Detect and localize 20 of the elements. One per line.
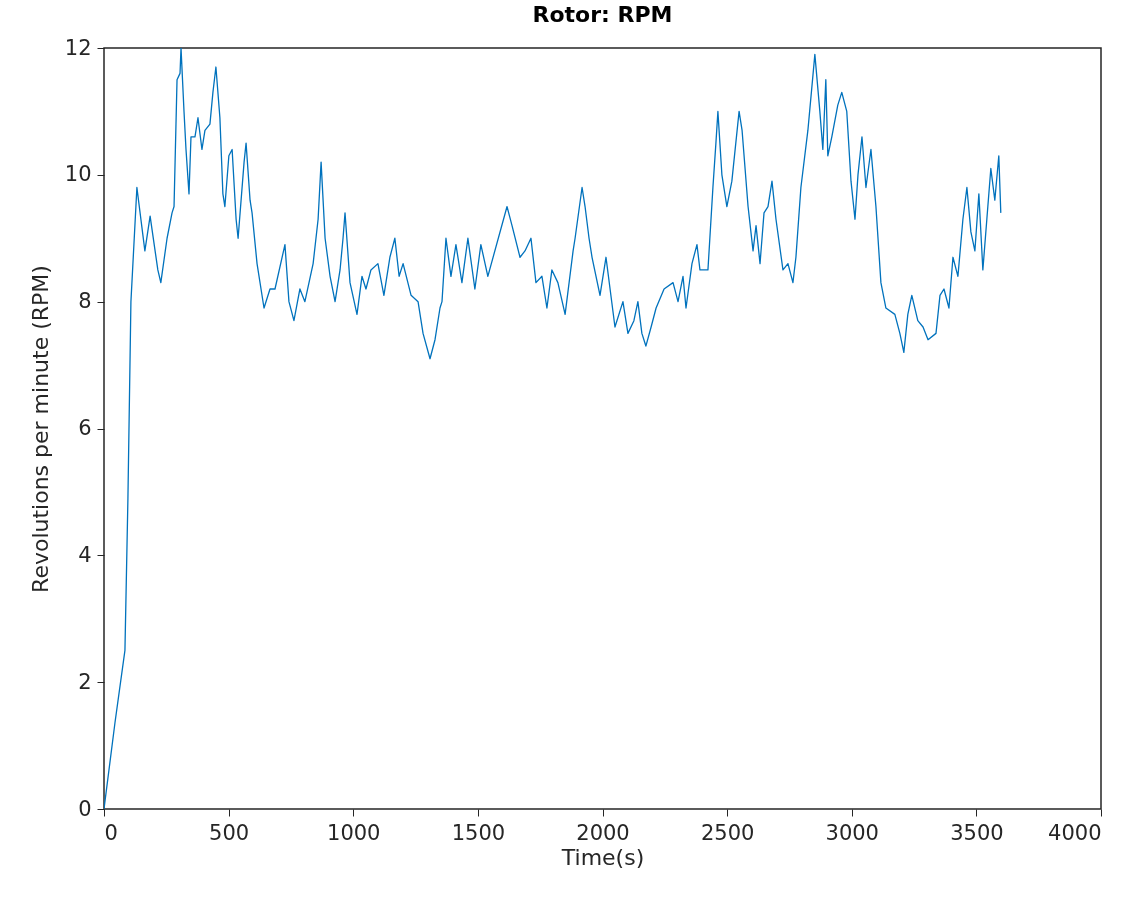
y-tick-label: 6 xyxy=(78,416,92,440)
line-series xyxy=(104,48,1002,809)
x-axis-title: Time(s) xyxy=(560,844,645,870)
y-tick-label: 0 xyxy=(78,796,92,821)
y-tick-label: 2 xyxy=(78,669,92,694)
x-tick-label: 3000 xyxy=(825,820,879,845)
x-tick-label: 3500 xyxy=(950,820,1004,845)
x-tick-label: 0 xyxy=(104,820,118,845)
x-tick-label: 1500 xyxy=(451,820,506,845)
y-tick-label: 4 xyxy=(78,542,92,567)
x-tick-label: 1000 xyxy=(327,820,381,845)
y-tick-label: 8 xyxy=(78,289,92,314)
y-tick-label: 12 xyxy=(64,35,92,60)
x-tick-label: 2000 xyxy=(576,820,630,845)
y-axis-title: Revolutions per minute (RPM) xyxy=(27,265,53,593)
x-tick-label: 2500 xyxy=(700,820,755,845)
y-tick-label: 10 xyxy=(64,162,92,187)
x-tick-label: 500 xyxy=(209,820,250,845)
chart-title: Rotor: RPM xyxy=(532,2,673,27)
x-tick-label: 4000 xyxy=(1048,820,1102,845)
